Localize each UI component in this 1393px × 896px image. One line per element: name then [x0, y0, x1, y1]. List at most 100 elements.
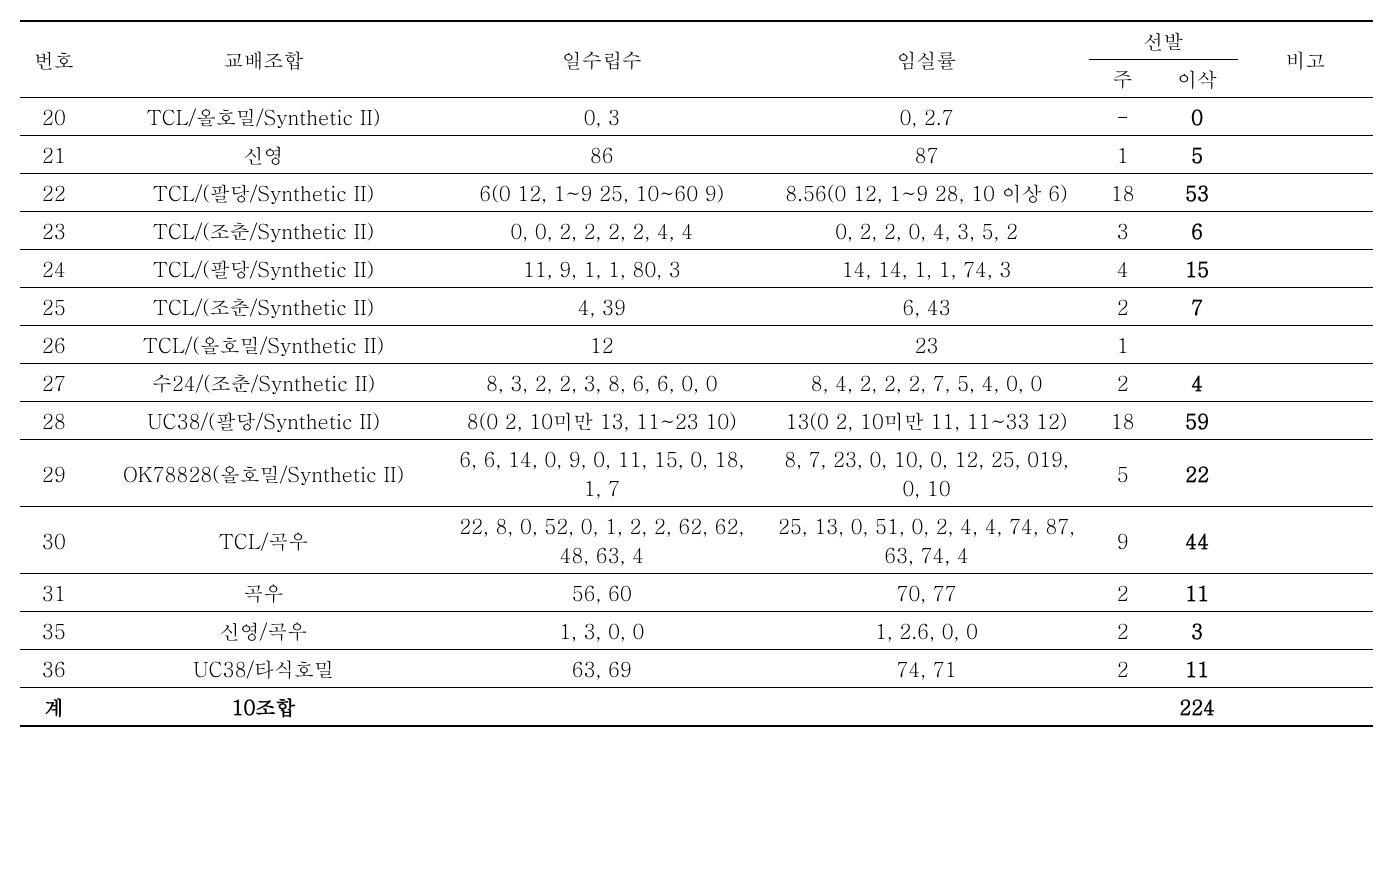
cell-bigo: [1238, 174, 1373, 212]
cell-imsil: 8, 4, 2, 2, 2, 7, 5, 4, 0, 0: [764, 364, 1089, 402]
cell-ju: 4: [1089, 250, 1157, 288]
cell-combo: 곡우: [88, 574, 440, 612]
cell-ju: 2: [1089, 574, 1157, 612]
cell-num: 29: [20, 440, 88, 507]
footer-ju: [1089, 688, 1157, 727]
cell-combo: 신영: [88, 136, 440, 174]
table-row: 27수24/(조춘/Synthetic II)8, 3, 2, 2, 3, 8,…: [20, 364, 1373, 402]
cell-bigo: [1238, 250, 1373, 288]
cell-bigo: [1238, 98, 1373, 136]
cell-isak: 4: [1156, 364, 1237, 402]
cell-num: 31: [20, 574, 88, 612]
cell-combo: 수24/(조춘/Synthetic II): [88, 364, 440, 402]
table-row: 28UC38/(팔당/Synthetic II)8(0 2, 10미만 13, …: [20, 402, 1373, 440]
cell-imsil: 6, 43: [764, 288, 1089, 326]
table-row: 23TCL/(조춘/Synthetic II)0, 0, 2, 2, 2, 2,…: [20, 212, 1373, 250]
header-isak: 이삭: [1156, 60, 1237, 98]
cell-imsil: 23: [764, 326, 1089, 364]
footer-bigo: [1238, 688, 1373, 727]
table-row: 25TCL/(조춘/Synthetic II)4, 396, 4327: [20, 288, 1373, 326]
cell-ilsu: 63, 69: [439, 650, 764, 688]
cell-imsil: 25, 13, 0, 51, 0, 2, 4, 4, 74, 87, 63, 7…: [764, 507, 1089, 574]
cell-num: 25: [20, 288, 88, 326]
cell-ilsu: 8, 3, 2, 2, 3, 8, 6, 6, 0, 0: [439, 364, 764, 402]
cell-num: 23: [20, 212, 88, 250]
cell-isak: 3: [1156, 612, 1237, 650]
cell-combo: TCL/(팔당/Synthetic II): [88, 174, 440, 212]
cell-ju: 1: [1089, 136, 1157, 174]
cell-imsil: 0, 2.7: [764, 98, 1089, 136]
cell-combo: UC38/(팔당/Synthetic II): [88, 402, 440, 440]
cell-combo: TCL/(조춘/Synthetic II): [88, 212, 440, 250]
table-row: 36UC38/타식호밀63, 6974, 71211: [20, 650, 1373, 688]
cell-bigo: [1238, 136, 1373, 174]
footer-imsil: [764, 688, 1089, 727]
cell-bigo: [1238, 326, 1373, 364]
cell-num: 21: [20, 136, 88, 174]
header-combo: 교배조합: [88, 21, 440, 98]
footer-gye: 계: [20, 688, 88, 727]
table-row: 35신영/곡우1, 3, 0, 01, 2.6, 0, 023: [20, 612, 1373, 650]
cell-bigo: [1238, 574, 1373, 612]
cell-num: 35: [20, 612, 88, 650]
header-ju: 주: [1089, 60, 1157, 98]
cell-ju: 1: [1089, 326, 1157, 364]
cell-isak: [1156, 326, 1237, 364]
cell-num: 24: [20, 250, 88, 288]
breeding-table: 번호 교배조합 일수립수 임실률 선발 비고 주 이삭 20TCL/올호밀/Sy…: [20, 20, 1373, 727]
cell-num: 27: [20, 364, 88, 402]
cell-imsil: 14, 14, 1, 1, 74, 3: [764, 250, 1089, 288]
header-bigo: 비고: [1238, 21, 1373, 98]
table-row: 21신영868715: [20, 136, 1373, 174]
cell-ilsu: 4, 39: [439, 288, 764, 326]
cell-ju: 18: [1089, 402, 1157, 440]
cell-ilsu: 6, 6, 14, 0, 9, 0, 11, 15, 0, 18, 1, 7: [439, 440, 764, 507]
cell-bigo: [1238, 612, 1373, 650]
cell-isak: 44: [1156, 507, 1237, 574]
cell-ju: 3: [1089, 212, 1157, 250]
cell-bigo: [1238, 288, 1373, 326]
cell-num: 30: [20, 507, 88, 574]
header-imsil: 임실률: [764, 21, 1089, 98]
cell-num: 36: [20, 650, 88, 688]
cell-isak: 15: [1156, 250, 1237, 288]
cell-imsil: 0, 2, 2, 0, 4, 3, 5, 2: [764, 212, 1089, 250]
cell-ilsu: 0, 0, 2, 2, 2, 2, 4, 4: [439, 212, 764, 250]
cell-isak: 7: [1156, 288, 1237, 326]
cell-bigo: [1238, 507, 1373, 574]
header-seonbal: 선발: [1089, 21, 1238, 60]
cell-bigo: [1238, 212, 1373, 250]
cell-imsil: 8.56(0 12, 1~9 28, 10 이상 6): [764, 174, 1089, 212]
cell-isak: 59: [1156, 402, 1237, 440]
table-row: 31곡우56, 6070, 77211: [20, 574, 1373, 612]
cell-isak: 11: [1156, 574, 1237, 612]
header-ilsu: 일수립수: [439, 21, 764, 98]
cell-ilsu: 1, 3, 0, 0: [439, 612, 764, 650]
cell-imsil: 8, 7, 23, 0, 10, 0, 12, 25, 019, 0, 10: [764, 440, 1089, 507]
cell-ju: 5: [1089, 440, 1157, 507]
cell-combo: TCL/(조춘/Synthetic II): [88, 288, 440, 326]
cell-ilsu: 11, 9, 1, 1, 80, 3: [439, 250, 764, 288]
table-row: 22TCL/(팔당/Synthetic II)6(0 12, 1~9 25, 1…: [20, 174, 1373, 212]
cell-isak: 0: [1156, 98, 1237, 136]
cell-ju: 2: [1089, 612, 1157, 650]
footer-total: 224: [1156, 688, 1237, 727]
table-row: 29OK78828(올호밀/Synthetic II)6, 6, 14, 0, …: [20, 440, 1373, 507]
cell-isak: 11: [1156, 650, 1237, 688]
cell-ju: -: [1089, 98, 1157, 136]
cell-imsil: 70, 77: [764, 574, 1089, 612]
cell-ilsu: 6(0 12, 1~9 25, 10~60 9): [439, 174, 764, 212]
table-row: 24TCL/(팔당/Synthetic II)11, 9, 1, 1, 80, …: [20, 250, 1373, 288]
cell-num: 20: [20, 98, 88, 136]
table-row: 20TCL/올호밀/Synthetic II)0, 30, 2.7-0: [20, 98, 1373, 136]
cell-combo: TCL/(팔당/Synthetic II): [88, 250, 440, 288]
table-row: 30TCL/곡우22, 8, 0, 52, 0, 1, 2, 2, 62, 62…: [20, 507, 1373, 574]
cell-imsil: 87: [764, 136, 1089, 174]
cell-num: 22: [20, 174, 88, 212]
footer-combo: 10조합: [88, 688, 440, 727]
cell-ju: 9: [1089, 507, 1157, 574]
footer-ilsu: [439, 688, 764, 727]
cell-bigo: [1238, 364, 1373, 402]
cell-ilsu: 8(0 2, 10미만 13, 11~23 10): [439, 402, 764, 440]
cell-isak: 53: [1156, 174, 1237, 212]
